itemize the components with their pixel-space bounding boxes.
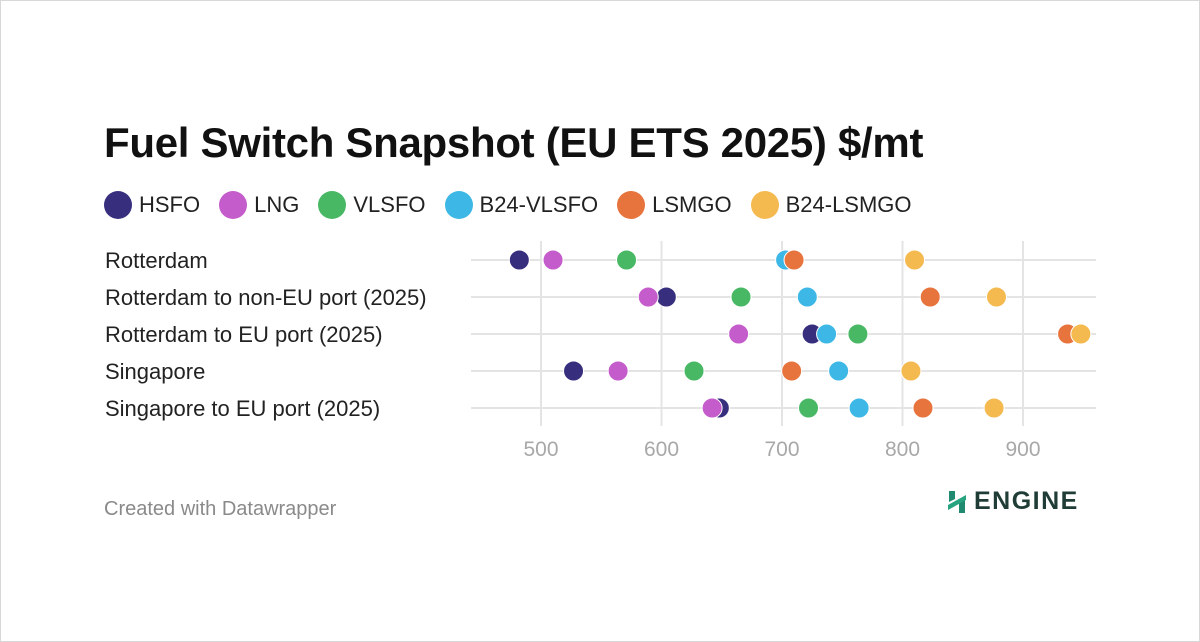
legend-swatch [444, 191, 473, 219]
legend-swatch [318, 191, 347, 219]
data-point[interactable] [1070, 323, 1092, 345]
category-labels: Rotterdam Rotterdam to non-EU port (2025)… [105, 248, 427, 421]
legend-label: B24-LSMGO [785, 192, 912, 217]
legend-swatch [750, 191, 779, 219]
x-tick-label: 900 [1005, 438, 1040, 461]
legend-swatch [104, 191, 132, 219]
data-point[interactable] [701, 397, 723, 419]
data-point[interactable] [655, 286, 677, 308]
data-point[interactable] [508, 249, 530, 271]
data-point[interactable] [616, 249, 638, 271]
legend-swatch [617, 191, 646, 219]
data-point[interactable] [683, 360, 705, 382]
footer-credit: Created with Datawrapper [104, 498, 337, 520]
data-point[interactable] [796, 286, 818, 308]
category-label: Rotterdam [105, 248, 208, 273]
data-points [508, 249, 1092, 419]
x-tick-label: 500 [523, 438, 558, 461]
legend-item: LNG [219, 191, 299, 219]
data-point[interactable] [637, 286, 659, 308]
data-point[interactable] [563, 360, 585, 382]
legend-label: LSMGO [652, 192, 732, 217]
legend-label: B24-VLSFO [479, 192, 599, 217]
data-point[interactable] [730, 286, 752, 308]
data-point[interactable] [542, 249, 564, 271]
legend-item: LSMGO [617, 191, 732, 219]
legend: HSFO LNG VLSFO B24-VLSFO LSMGO B24-LSMGO [104, 191, 931, 219]
x-tick-label: 800 [885, 438, 920, 461]
data-point[interactable] [798, 397, 820, 419]
data-point[interactable] [912, 397, 934, 419]
legend-item: B24-LSMGO [750, 191, 912, 219]
legend-swatch [219, 191, 248, 219]
data-point[interactable] [847, 323, 869, 345]
legend-label: HSFO [139, 192, 201, 217]
x-tick-label: 700 [764, 438, 799, 461]
legend-item: HSFO [104, 191, 200, 219]
data-point[interactable] [816, 323, 838, 345]
data-point[interactable] [781, 360, 803, 382]
data-point[interactable] [783, 249, 805, 271]
legend-item: B24-VLSFO [444, 191, 599, 219]
engine-logo-icon [948, 490, 966, 513]
data-point[interactable] [607, 360, 629, 382]
x-axis-ticks: 500 600 700 800 900 [523, 438, 1040, 461]
data-point[interactable] [900, 360, 922, 382]
category-label: Rotterdam to EU port (2025) [105, 322, 383, 347]
category-label: Rotterdam to non-EU port (2025) [105, 285, 427, 310]
data-point[interactable] [848, 397, 870, 419]
data-point[interactable] [983, 397, 1005, 419]
category-label: Singapore [105, 359, 205, 384]
category-label: Singapore to EU port (2025) [105, 396, 380, 421]
legend-label: LNG [254, 192, 300, 217]
data-point[interactable] [828, 360, 850, 382]
data-point[interactable] [904, 249, 926, 271]
logo-text: ENGINE [974, 487, 1079, 515]
chart-title: Fuel Switch Snapshot (EU ETS 2025) $/mt [104, 119, 924, 166]
x-tick-label: 600 [644, 438, 679, 461]
dot-plot: Rotterdam Rotterdam to non-EU port (2025)… [105, 241, 1096, 461]
data-point[interactable] [919, 286, 941, 308]
legend-label: VLSFO [353, 192, 426, 217]
data-point[interactable] [728, 323, 750, 345]
data-point[interactable] [985, 286, 1007, 308]
engine-logo: ENGINE [946, 487, 1079, 516]
legend-item: VLSFO [318, 191, 426, 219]
